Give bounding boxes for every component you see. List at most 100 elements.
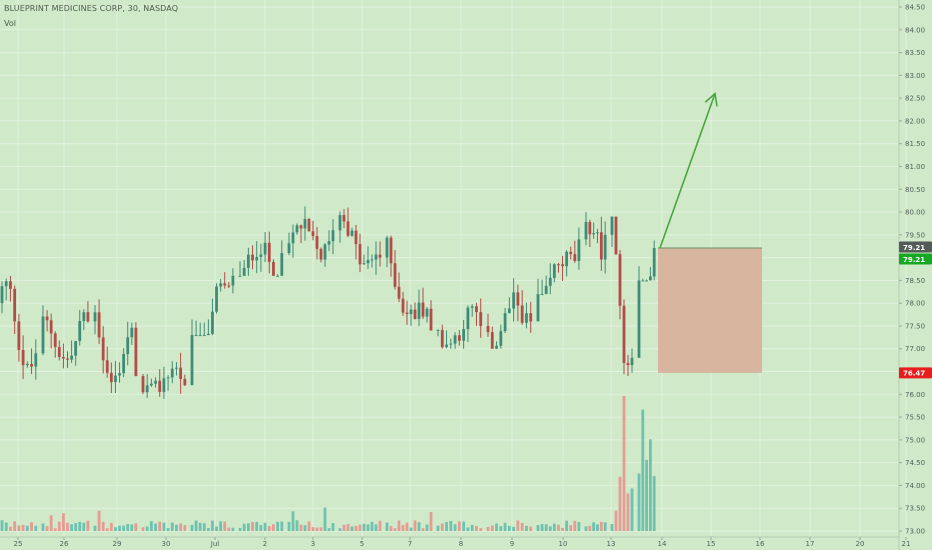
volume-bar xyxy=(126,524,130,531)
candle-body xyxy=(323,244,327,260)
time-tick-label: 14 xyxy=(658,540,667,548)
candle-body xyxy=(21,349,25,366)
volume-bar xyxy=(57,521,61,531)
price-tick-label: 80.50 xyxy=(905,186,925,194)
volume-bar xyxy=(599,521,603,531)
candle-body xyxy=(307,218,311,232)
candle-body xyxy=(303,218,307,229)
candle-body xyxy=(470,306,474,308)
candle-body xyxy=(453,335,457,344)
candle-body xyxy=(158,380,162,392)
volume-bar xyxy=(66,522,69,531)
volume-bar xyxy=(445,521,448,531)
volume-bar xyxy=(4,522,8,531)
volume-bar xyxy=(626,493,630,531)
price-tick-label: 81.50 xyxy=(905,140,925,148)
candle-body xyxy=(9,281,12,289)
candle-body xyxy=(287,243,291,254)
candle-body xyxy=(378,254,382,258)
volume-bar xyxy=(507,525,511,531)
candle-body xyxy=(457,335,461,341)
volume-bar xyxy=(536,525,540,531)
candle-body xyxy=(479,312,483,326)
volume-bar xyxy=(397,520,401,531)
candle-body xyxy=(141,376,145,393)
volume-bar xyxy=(255,521,259,531)
volume-bar xyxy=(569,525,573,531)
candle-body xyxy=(370,259,374,261)
candle-body xyxy=(118,373,121,376)
volume-bar xyxy=(436,525,440,531)
candle-body xyxy=(652,248,656,277)
price-tick-label: 73.00 xyxy=(905,528,925,536)
price-tick-label: 82.00 xyxy=(905,117,925,125)
volume-bar xyxy=(93,525,97,531)
candle-body xyxy=(25,363,29,366)
candle-body xyxy=(584,221,588,240)
volume-bar xyxy=(592,522,596,531)
volume-bar xyxy=(327,528,331,531)
candle-body xyxy=(630,357,634,366)
candle-body xyxy=(198,335,202,337)
candle-body xyxy=(577,239,581,262)
candle-body xyxy=(350,230,354,236)
volume-bar xyxy=(130,524,134,531)
time-tick-label: 9 xyxy=(510,540,514,548)
candle-body xyxy=(70,355,73,360)
candle-body xyxy=(149,383,153,386)
candle-body xyxy=(194,335,198,337)
symbol-title[interactable]: BLUEPRINT MEDICINES CORP, 30, NASDAQ xyxy=(4,4,179,13)
volume-bar xyxy=(183,525,187,531)
volume-bar xyxy=(86,520,90,531)
price-tick-label: 84.50 xyxy=(905,4,925,12)
candle-body xyxy=(82,312,86,322)
volume-bar xyxy=(263,522,267,531)
candle-body xyxy=(413,309,417,319)
candle-body xyxy=(34,353,38,367)
price-tag-label: 76.47 xyxy=(903,370,925,378)
volume-indicator-label[interactable]: Vol xyxy=(4,19,16,28)
volume-bar xyxy=(516,520,520,531)
volume-bar xyxy=(393,528,397,531)
price-axis[interactable]: 84.50 84.00 83.50 83.00 82.50 82.00 81.50 81.00… xyxy=(898,0,925,550)
volume-bar xyxy=(479,528,483,531)
candle-body xyxy=(0,286,4,304)
candle-body xyxy=(544,285,548,295)
time-tick-label: 20 xyxy=(856,540,865,548)
volume-bar xyxy=(154,523,157,531)
volume-bar xyxy=(440,523,444,531)
volume-bar xyxy=(62,513,65,531)
candle-body xyxy=(529,313,533,322)
candle-body xyxy=(429,308,433,331)
time-axis[interactable]: 25 26 29 30 Jul 2 3 5 7 8 9 10 13 14 15 16 17 20 21 xyxy=(0,536,910,548)
volume-bar xyxy=(618,476,622,531)
time-tick-label: 29 xyxy=(113,540,122,548)
candle-body xyxy=(66,358,69,360)
volume-bar xyxy=(295,520,299,531)
volume-bar xyxy=(652,476,656,531)
volume-bar xyxy=(34,525,38,531)
candle-body xyxy=(272,261,275,276)
volume-bar xyxy=(362,523,366,531)
volume-bar xyxy=(499,526,503,531)
volume-bar xyxy=(179,523,183,531)
candle-body xyxy=(190,335,194,386)
volume-bar xyxy=(9,526,12,531)
volume-bar xyxy=(276,521,280,531)
drawings[interactable] xyxy=(658,92,762,373)
price-tick-label: 74.50 xyxy=(905,459,925,467)
volume-bar xyxy=(227,527,231,531)
candle-body xyxy=(557,264,560,266)
time-tick-label: 26 xyxy=(60,540,69,548)
price-tick-label: 79.50 xyxy=(905,231,925,239)
volume-bar xyxy=(417,522,421,531)
price-tick-label: 84.00 xyxy=(905,26,925,34)
candle-body xyxy=(565,251,569,267)
volume-bar xyxy=(475,525,478,531)
candle-body xyxy=(641,280,645,282)
time-tick-label: 7 xyxy=(408,540,412,548)
price-tick-label: 80.00 xyxy=(905,209,925,217)
candle-body xyxy=(202,335,206,337)
candle-body xyxy=(30,363,33,367)
